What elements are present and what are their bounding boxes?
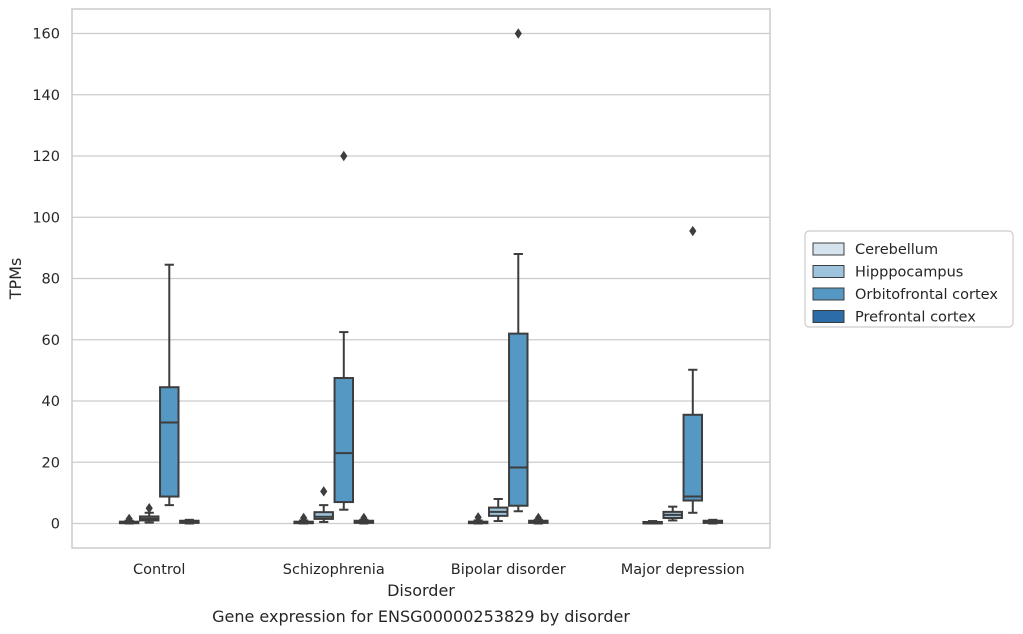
outlier-point	[360, 512, 368, 524]
legend-swatch	[812, 287, 845, 301]
box-prefrontal-cortex	[702, 518, 724, 525]
y-tick-label: 80	[42, 272, 60, 288]
box-groups	[118, 28, 724, 525]
y-tick-label: 140	[32, 88, 60, 104]
outlier-point	[534, 512, 542, 524]
box-orbitofrontal-cortex	[159, 263, 180, 507]
box-cerebellum	[293, 512, 314, 525]
y-tick-label: 160	[32, 27, 60, 43]
outlier-point	[474, 512, 482, 523]
legend-swatch	[812, 242, 845, 256]
outlier-point	[689, 225, 697, 237]
legend-frame	[804, 230, 1014, 328]
legend-swatch	[812, 265, 845, 278]
box-hipppocampus	[662, 505, 683, 522]
outlier-point	[300, 512, 308, 524]
outlier-point	[340, 150, 348, 162]
outlier-point	[145, 502, 153, 514]
box-iqr	[682, 413, 704, 502]
y-tick-label: 0	[51, 517, 60, 533]
box-iqr	[508, 332, 529, 507]
box-cerebellum	[642, 520, 663, 525]
x-tick-label: Control	[133, 562, 185, 578]
box-iqr	[333, 377, 355, 504]
outlier-point	[320, 486, 328, 497]
y-tick-label: 20	[42, 455, 60, 471]
box-orbitofrontal-cortex	[333, 150, 355, 511]
outlier-point	[514, 28, 522, 39]
legend-label: Cerebellum	[855, 242, 938, 258]
outlier-point	[125, 513, 133, 525]
y-tick-label: 60	[42, 333, 60, 349]
legend-label: Hipppocampus	[855, 265, 963, 281]
y-tick-label: 100	[32, 210, 60, 226]
box-prefrontal-cortex	[353, 512, 375, 525]
y-axis-label: TPMs	[6, 258, 25, 301]
y-tick-labels: 0 20 40 60 80 100 120 140 160	[32, 27, 60, 533]
x-tick-label: Major depression	[621, 562, 745, 578]
plot-frame	[71, 8, 771, 549]
box-prefrontal-cortex	[528, 512, 549, 525]
chart-caption: Gene expression for ENSG00000253829 by d…	[212, 607, 630, 626]
box-orbitofrontal-cortex	[682, 225, 704, 514]
x-tick-label: Bipolar disorder	[451, 562, 566, 578]
box-hipppocampus	[487, 498, 509, 523]
box-prefrontal-cortex	[179, 518, 200, 525]
x-axis-label: Disorder	[387, 581, 455, 600]
box-iqr	[313, 511, 334, 520]
legend-label: Prefrontal cortex	[855, 310, 976, 326]
x-tick-label: Schizophrenia	[283, 562, 385, 578]
legend-label: Orbitofrontal cortex	[855, 287, 998, 303]
box-iqr	[159, 386, 180, 498]
box-hipppocampus	[138, 502, 160, 524]
y-tick-label: 120	[32, 149, 60, 165]
legend: Cerebellum Hipppocampus Orbitofrontal cort…	[804, 230, 1014, 328]
y-tick-label: 40	[42, 394, 60, 410]
legend-swatch	[812, 310, 845, 323]
box-cerebellum	[467, 512, 489, 525]
box-hipppocampus	[313, 486, 334, 523]
box-orbitofrontal-cortex	[508, 28, 529, 513]
box-cerebellum	[118, 513, 140, 525]
x-tick-labels: Control Schizophrenia Bipolar disorder Majo…	[133, 562, 745, 578]
